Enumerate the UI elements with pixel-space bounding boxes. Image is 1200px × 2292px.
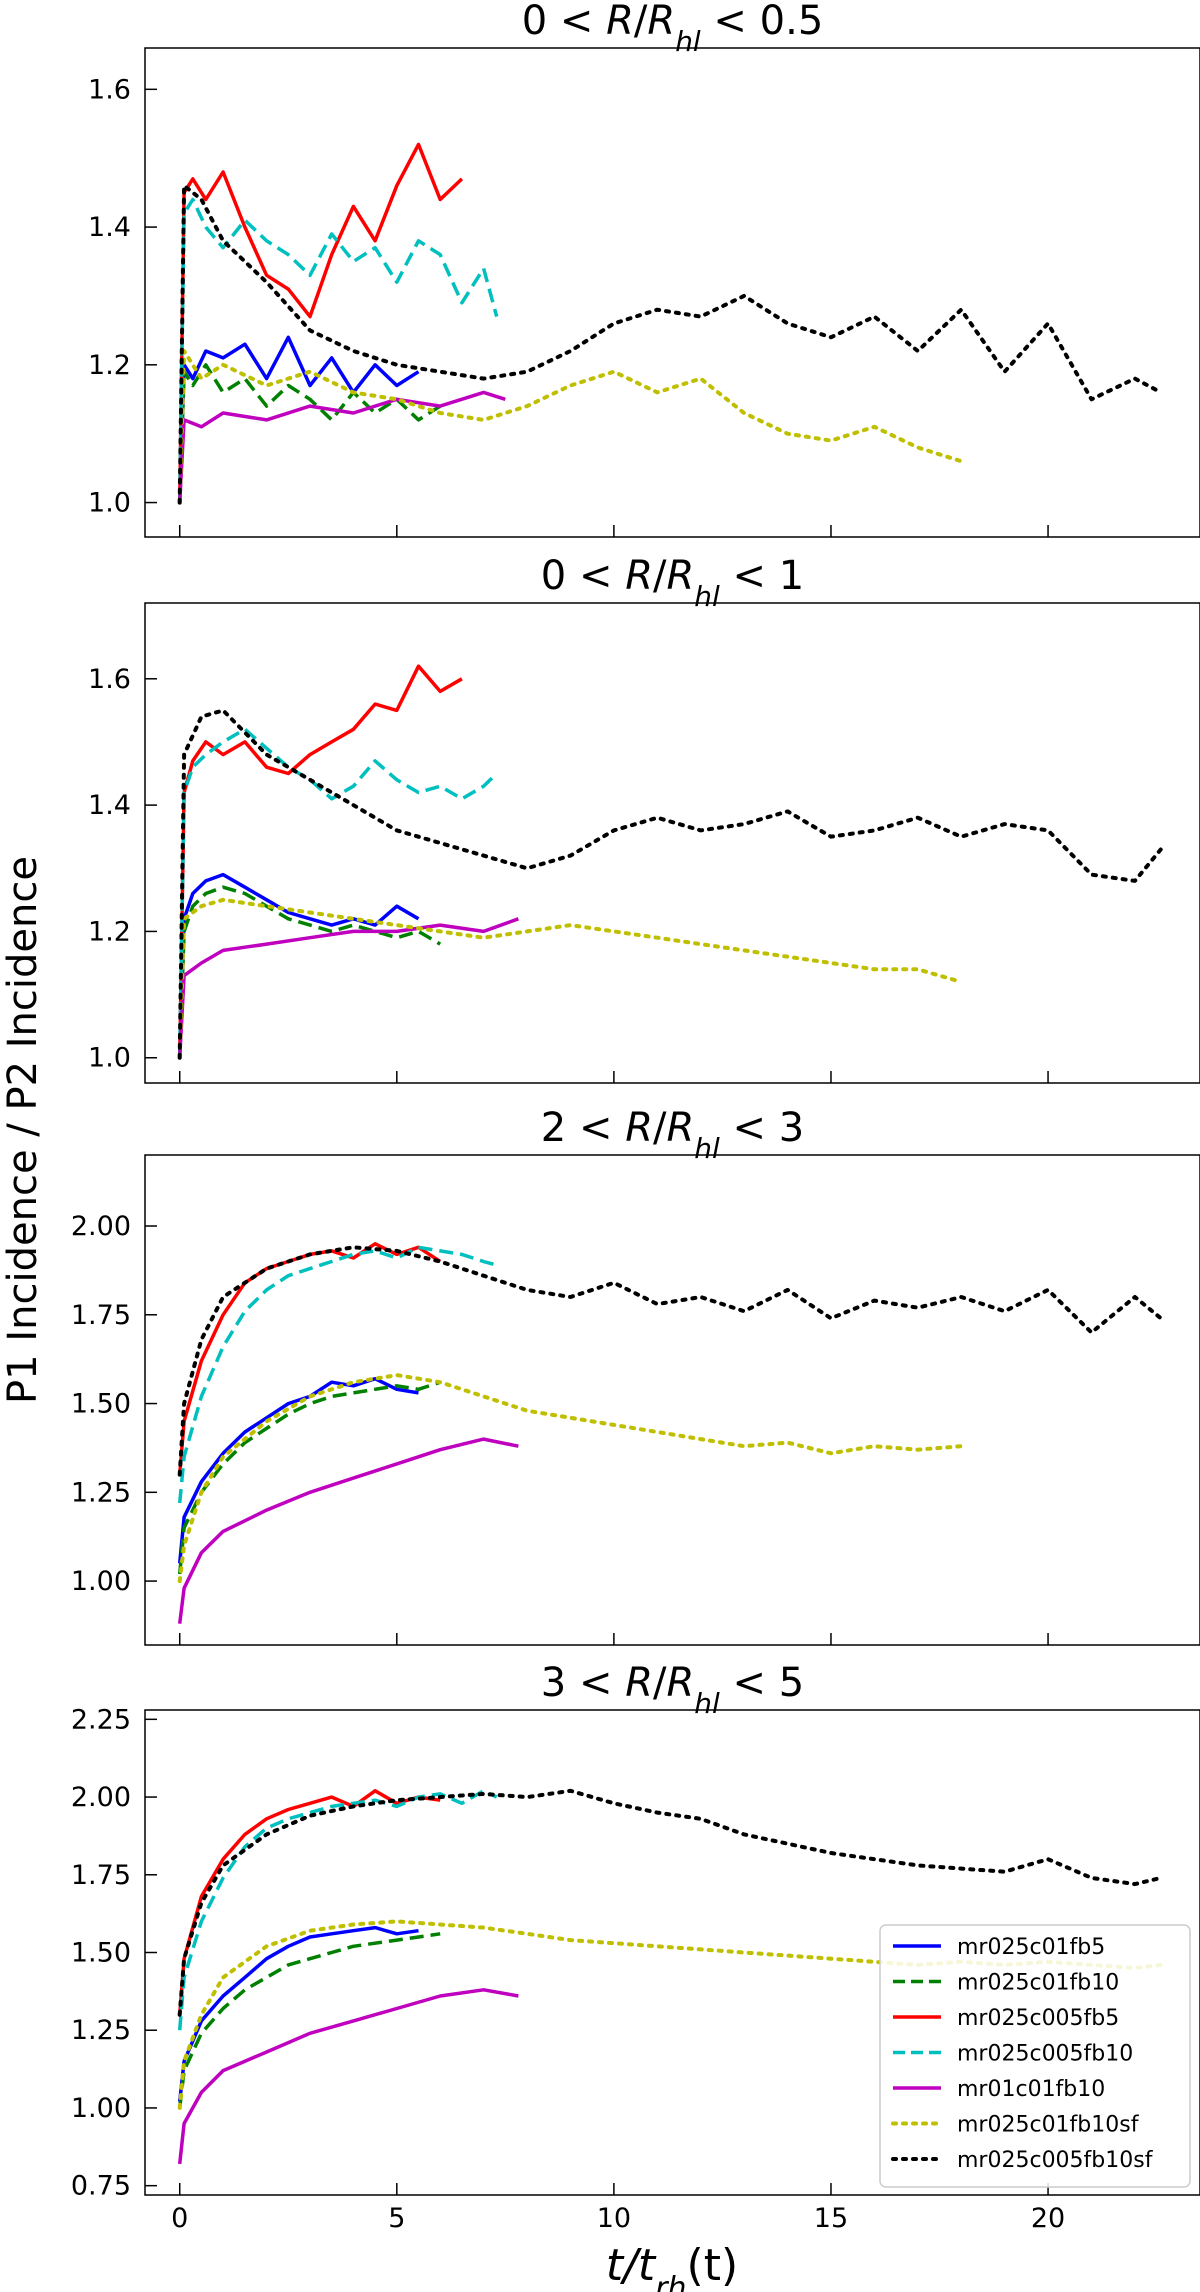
y-tick-label: 1.0	[88, 488, 131, 519]
panel-1-series	[177, 142, 1163, 505]
series-line-mr025c01fb5	[177, 335, 420, 503]
legend-item-mr025c005fb10: mr025c005fb10	[893, 2042, 1133, 2067]
panel-3-title: 2 < R/Rhl < 3	[541, 1105, 804, 1165]
panel-3-frame	[144, 1154, 1200, 1646]
x-axis-label: t/trh(t)	[606, 2240, 738, 2292]
series-line-mr025c01fb10	[177, 1932, 441, 2109]
y-tick-label: 2.00	[71, 1782, 131, 1813]
series-line-mr025c01fb10sf	[177, 897, 964, 1060]
y-tick-label: 1.50	[71, 1389, 131, 1420]
panel-4: 0.75 1.00 1.25 1.50 1.75 2.00 2.25 0 5 10 15 20 3 < …	[71, 1660, 1200, 2234]
legend-item-mr01c01fb10: mr01c01fb10	[893, 2077, 1105, 2102]
y-tick-label: 1.25	[71, 2015, 131, 2046]
x-tick-label: 15	[814, 2203, 848, 2234]
series-line-mr025c005fb5	[177, 142, 464, 503]
series-line-mr025c01fb10	[177, 1380, 441, 1575]
legend-item-mr025c01fb10sf: mr025c01fb10sf	[891, 2113, 1140, 2138]
y-tick-label: 2.25	[71, 1704, 131, 1735]
y-tick-label: 1.2	[88, 916, 131, 947]
series-line-mr025c01fb10sf	[177, 349, 964, 505]
legend-label: mr025c005fb10	[957, 2042, 1133, 2067]
x-tick-label: 10	[597, 2203, 631, 2234]
panels-group: 1.0 1.2 1.4 1.6 0 < R/Rhl < 0.5 1.0 1.2 1.4 1.6 0…	[71, 0, 1200, 2234]
series-line-mr01c01fb10	[177, 1988, 519, 2165]
y-tick-label: 1.4	[88, 212, 131, 243]
panel-3-series	[177, 1242, 1163, 1624]
legend-item-mr025c005fb5: mr025c005fb5	[893, 2006, 1119, 2031]
legend: mr025c01fb5 mr025c01fb10 mr025c005fb5 mr025…	[879, 1924, 1191, 2188]
y-tick-label: 1.6	[88, 664, 131, 695]
series-line-mr025c005fb5	[177, 664, 463, 1058]
y-tick-label: 1.6	[88, 74, 131, 105]
series-line-mr025c005fb10	[177, 1789, 498, 2031]
series-line-mr025c005fb5	[177, 1789, 441, 2015]
x-axis-label-main: t/t	[606, 2240, 657, 2291]
series-line-mr025c01fb5	[177, 872, 420, 1058]
legend-label: mr025c01fb5	[957, 1935, 1105, 1960]
series-line-mr025c01fb5	[177, 1376, 419, 1564]
x-tick-label: 20	[1031, 2203, 1065, 2234]
y-tick-label: 0.75	[71, 2171, 131, 2202]
y-tick-label: 1.2	[88, 350, 131, 381]
y-tick-label: 1.75	[71, 1300, 131, 1331]
legend-entries: mr025c01fb5 mr025c01fb10 mr025c005fb5 mr025…	[891, 1935, 1154, 2173]
series-line-mr025c005fb10	[177, 727, 498, 1058]
series-line-mr025c01fb5	[177, 1925, 419, 2102]
y-axis-label: P1 Incidence / P2 Incidence	[0, 856, 46, 1404]
series-line-mr025c01fb10	[177, 885, 442, 1058]
legend-frame	[879, 1924, 1191, 2188]
legend-label: mr01c01fb10	[957, 2077, 1105, 2102]
legend-label: mr025c01fb10sf	[957, 2113, 1140, 2138]
y-tick-label: 1.00	[71, 2093, 131, 2124]
legend-label: mr025c005fb5	[957, 2006, 1119, 2031]
series-line-mr025c005fb10sf	[177, 1245, 1163, 1477]
series-line-mr025c005fb10sf	[177, 1788, 1163, 2017]
legend-label: mr025c01fb10	[957, 1971, 1119, 1996]
series-line-mr025c005fb10sf	[177, 183, 1163, 505]
y-tick-label: 1.00	[71, 1566, 131, 1597]
panel-3: 1.00 1.25 1.50 1.75 2.00 2 < R/Rhl < 3	[71, 1105, 1200, 1646]
legend-label: mr025c005fb10sf	[957, 2148, 1154, 2173]
y-tick-label: 1.25	[71, 1477, 131, 1508]
y-tick-label: 2.00	[71, 1211, 131, 1242]
series-line-mr025c005fb10sf	[177, 708, 1163, 1060]
series-line-mr01c01fb10	[177, 1437, 519, 1624]
series-line-mr025c01fb10	[177, 363, 442, 503]
legend-item-mr025c005fb10sf: mr025c005fb10sf	[891, 2148, 1154, 2173]
panel-1: 1.0 1.2 1.4 1.6 0 < R/Rhl < 0.5	[88, 0, 1200, 538]
panel-2-series	[177, 664, 1163, 1060]
series-line-mr025c005fb10	[177, 197, 499, 503]
x-axis-label-tail: (t)	[687, 2240, 739, 2291]
x-tick-label: 0	[171, 2203, 188, 2234]
panel-2-title: 0 < R/Rhl < 1	[541, 553, 804, 613]
series-line-mr01c01fb10	[177, 917, 519, 1058]
series-line-mr025c01fb10sf	[177, 1373, 964, 1584]
y-tick-label: 1.0	[88, 1043, 131, 1074]
panel-1-frame	[144, 47, 1200, 538]
x-axis-label-sub: rh	[655, 2271, 686, 2292]
y-tick-label: 1.75	[71, 1860, 131, 1891]
series-line-mr01c01fb10	[177, 390, 506, 503]
legend-item-mr025c01fb10: mr025c01fb10	[893, 1971, 1119, 1996]
panel-1-title: 0 < R/Rhl < 0.5	[522, 0, 824, 58]
legend-item-mr025c01fb5: mr025c01fb5	[893, 1935, 1105, 1960]
panel-4-title: 3 < R/Rhl < 5	[541, 1660, 804, 1720]
y-tick-label: 1.50	[71, 1938, 131, 1969]
y-tick-label: 1.4	[88, 790, 131, 821]
x-tick-label: 5	[388, 2203, 405, 2234]
panel-2-frame	[144, 602, 1200, 1084]
panel-2: 1.0 1.2 1.4 1.6 0 < R/Rhl < 1	[88, 553, 1200, 1084]
series-line-mr025c005fb10	[177, 1245, 498, 1504]
